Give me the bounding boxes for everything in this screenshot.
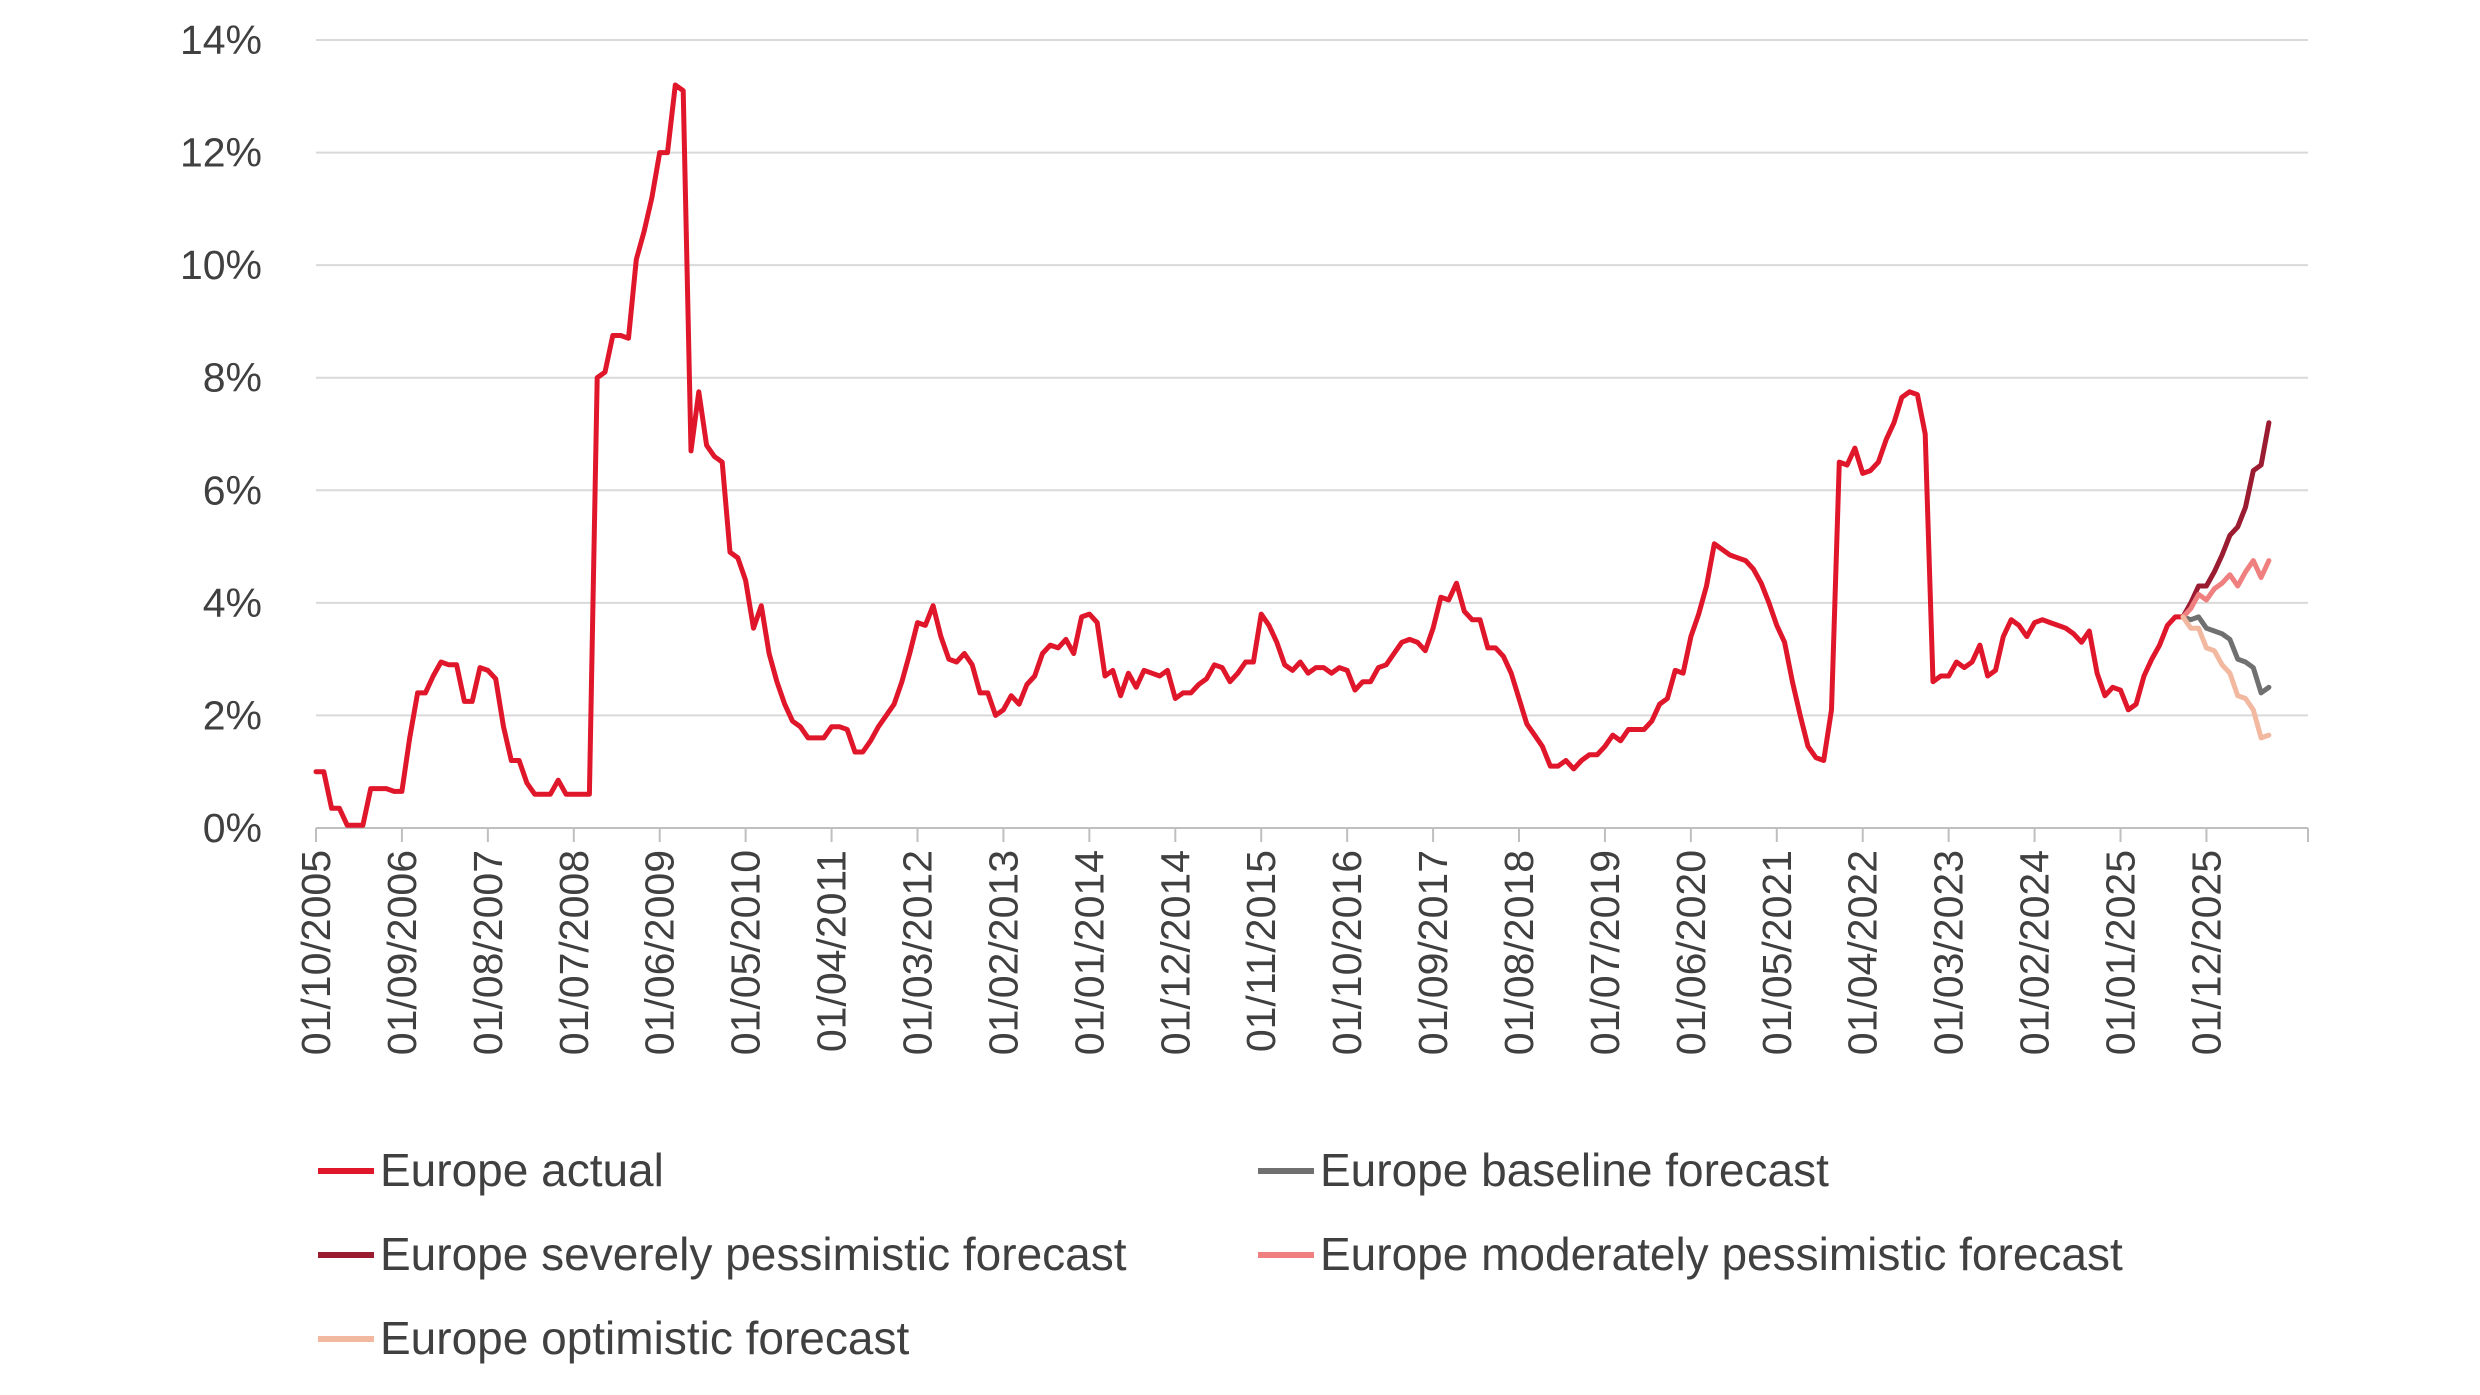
x-tick-label: 01/07/2008 [551,850,597,1055]
series-line-2 [2180,614,2272,696]
x-tick-label: 01/02/2013 [980,850,1026,1055]
x-tick-label: 01/10/2005 [293,850,339,1055]
x-tick-label: 01/08/2007 [465,850,511,1055]
x-tick-label: 01/11/2015 [1238,850,1284,1052]
legend-label: Europe severely pessimistic forecast [380,1228,1127,1280]
series-line-5 [2180,614,2272,741]
legend-label: Europe moderately pessimistic forecast [1320,1228,2123,1280]
x-tick-label: 01/03/2012 [895,850,941,1055]
x-tick-label: 01/04/2011 [809,850,855,1052]
y-tick-label: 12% [180,130,262,176]
y-tick-label: 0% [203,805,262,851]
y-tick-label: 14% [180,17,262,63]
legend-label: Europe actual [380,1144,664,1196]
series-line-4 [2180,558,2272,620]
x-tick-label: 01/12/2014 [1152,850,1198,1055]
x-tick-label: 01/01/2025 [2098,850,2144,1055]
x-tick-label: 01/05/2021 [1754,850,1800,1055]
x-tick-label: 01/05/2010 [723,850,769,1055]
x-tick-label: 01/10/2016 [1324,850,1370,1055]
x-tick-label: 01/12/2025 [2183,850,2229,1055]
x-tick-label: 01/06/2009 [637,850,683,1055]
gridlines [316,39,2308,717]
series-lines [313,82,2272,828]
x-tick-label: 01/08/2018 [1496,850,1542,1055]
legend-label: Europe baseline forecast [1320,1144,1829,1196]
y-tick-label: 2% [203,692,262,738]
y-tick-label: 8% [203,355,262,401]
x-tick-label: 01/07/2019 [1582,850,1628,1055]
legend: Europe actual Europe baseline forecast Eur… [318,1144,2123,1364]
x-tick-label: 01/09/2006 [379,850,425,1055]
y-tick-label: 10% [180,242,262,288]
x-tick-label: 01/04/2022 [1840,850,1886,1055]
x-tick-label: 01/01/2014 [1066,850,1112,1055]
series-line-3 [2180,420,2272,620]
x-tick-label: 01/06/2020 [1668,850,1714,1055]
y-tick-label: 4% [203,580,262,626]
x-tick-label: 01/02/2024 [2012,850,2058,1055]
y-tick-label: 6% [203,467,262,513]
legend-label: Europe optimistic forecast [380,1312,909,1364]
x-tick-label: 01/03/2023 [1926,850,1972,1055]
axes: 0% 2% 4% 6% 8% 10% 12% 14% 01/10/2005 01/09/2006 0… [180,17,2309,1055]
series-line-1 [313,82,2186,828]
x-tick-label: 01/09/2017 [1410,850,1456,1055]
